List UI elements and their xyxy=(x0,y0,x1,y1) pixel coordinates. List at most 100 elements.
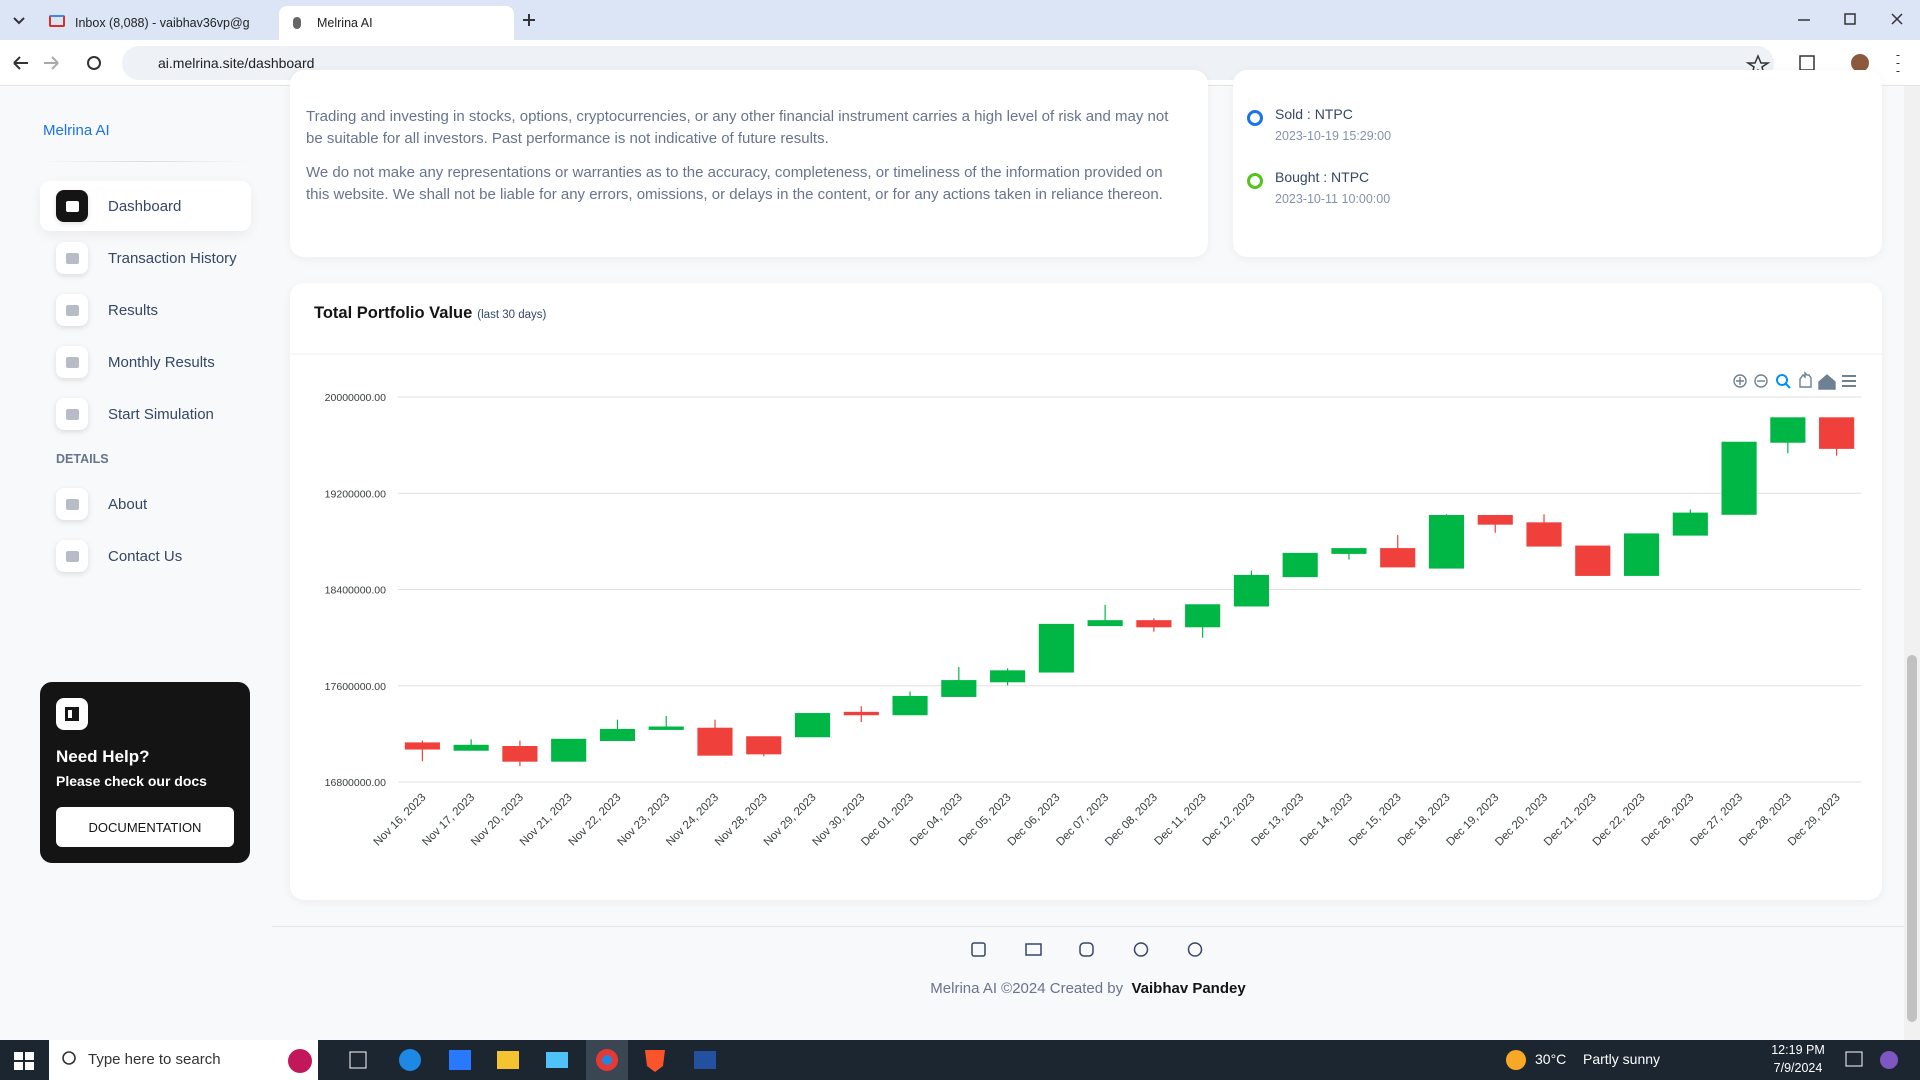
email[interactable] xyxy=(1025,943,1042,956)
reset[interactable] xyxy=(1818,374,1836,390)
skype[interactable] xyxy=(1187,942,1203,957)
zoom-glyph xyxy=(1785,383,1791,389)
footer-credit: Melrina AI ©2024 Created by xyxy=(930,980,1124,997)
mail[interactable] xyxy=(546,1052,568,1068)
powershell[interactable] xyxy=(694,1051,716,1069)
menu[interactable] xyxy=(1842,375,1856,387)
menu-item[interactable]: Monthly Results xyxy=(40,337,251,387)
copilot[interactable] xyxy=(1880,1051,1898,1069)
clock-time: 12:19 PM xyxy=(1771,1043,1825,1057)
menu-label: Monthly Results xyxy=(108,353,215,371)
chart-title-text: Total Portfolio Value xyxy=(314,304,472,322)
zoom-out[interactable] xyxy=(1754,374,1768,388)
menu-label: Results xyxy=(108,301,159,319)
timeline-label: Bought : NTPC xyxy=(1275,169,1370,185)
task-view[interactable] xyxy=(349,1051,367,1069)
help-icon xyxy=(56,698,88,730)
tab-title: Melrina AI xyxy=(317,16,373,30)
y-tick-label: 20000000.00 xyxy=(325,392,386,404)
candle-body xyxy=(1623,533,1660,576)
tab[interactable]: Melrina AI xyxy=(279,6,514,40)
candle-body xyxy=(648,726,684,730)
x-tick-label: Dec 08, 2023 xyxy=(1103,792,1160,849)
documentation-button[interactable]: DOCUMENTATION xyxy=(56,807,234,847)
weather: Partly sunny xyxy=(1583,1051,1661,1067)
candle-body xyxy=(794,713,831,738)
candle-body xyxy=(746,736,782,755)
menu-label: Dashboard xyxy=(108,197,182,215)
disclaimer-text: We do not make any representations or wa… xyxy=(306,164,1163,203)
timeline-time: 2023-10-19 15:29:00 xyxy=(1275,129,1392,143)
search-icon xyxy=(62,1051,76,1065)
y-tick-label: 16800000.00 xyxy=(325,777,386,789)
window-controls[interactable] xyxy=(1798,13,1903,25)
candle-body xyxy=(941,680,977,697)
timeline-dot xyxy=(1247,173,1263,189)
candle-body xyxy=(1233,574,1269,607)
instagram[interactable] xyxy=(1079,942,1094,957)
menu-item[interactable]: Dashboard xyxy=(40,181,251,231)
brand[interactable]: Melrina AI xyxy=(43,122,110,139)
menu-item[interactable]: Results xyxy=(40,285,251,335)
pan[interactable] xyxy=(1799,371,1812,388)
zoom-in[interactable] xyxy=(1733,374,1747,388)
help-title: Need Help? xyxy=(56,747,150,766)
menu-item[interactable]: About xyxy=(40,479,251,529)
brave[interactable] xyxy=(645,1050,665,1072)
y-tick-label: 18400000.00 xyxy=(325,585,386,597)
temperature: 30°C xyxy=(1535,1051,1567,1067)
disclaimer-text: Trading and investing in stocks, options… xyxy=(306,108,1169,147)
candle-body xyxy=(1428,515,1465,569)
store[interactable] xyxy=(449,1050,471,1070)
social-icons xyxy=(971,942,1203,957)
linkedin[interactable] xyxy=(971,942,986,957)
candle-body xyxy=(1087,620,1123,627)
divider xyxy=(40,161,251,162)
candle-body xyxy=(599,728,636,741)
tab-search[interactable] xyxy=(13,17,25,25)
new-tab[interactable] xyxy=(523,14,535,26)
tab[interactable]: Inbox (8,088) - vaibhav36vp@g xyxy=(37,6,272,40)
selection-zoom[interactable] xyxy=(1776,374,1788,386)
candle-body xyxy=(843,711,879,716)
candle-body xyxy=(1477,515,1513,525)
candle-body xyxy=(1819,417,1855,449)
reload[interactable] xyxy=(87,56,101,70)
forward[interactable] xyxy=(44,56,59,70)
back[interactable] xyxy=(13,56,28,70)
x-tick-label: Dec 29, 2023 xyxy=(1786,792,1843,849)
footer-author[interactable]: Vaibhav Pandey xyxy=(1131,980,1246,997)
whatsapp[interactable] xyxy=(1133,942,1149,957)
disclaimer-card: Trading and investing in stocks, options… xyxy=(290,70,1208,257)
url: ai.melrina.site/dashboard xyxy=(158,55,315,71)
search-highlight xyxy=(288,1049,312,1073)
candle-body xyxy=(1136,620,1172,628)
start[interactable] xyxy=(14,1052,34,1070)
explorer[interactable] xyxy=(497,1051,519,1069)
taskbar-icons xyxy=(14,1040,1898,1080)
chart-subtitle: (last 30 days) xyxy=(477,309,546,321)
notifications[interactable] xyxy=(1845,1051,1863,1067)
profile[interactable] xyxy=(1851,54,1869,72)
timeline-label: Sold : NTPC xyxy=(1275,106,1353,122)
edge[interactable] xyxy=(399,1049,421,1071)
timeline-card: Sold : NTPC 2023-10-19 15:29:00 Bought :… xyxy=(1233,70,1882,257)
menu-item[interactable]: Contact Us xyxy=(40,531,251,581)
candle-body xyxy=(1672,512,1708,536)
scrollbar-thumb[interactable] xyxy=(1907,655,1917,1022)
y-tick-label: 19200000.00 xyxy=(325,488,386,500)
candle-body xyxy=(551,738,587,762)
menu-item[interactable]: Transaction History xyxy=(40,233,251,283)
help-card: Need Help? Please check our docs DOCUMEN… xyxy=(40,682,250,863)
search-box[interactable] xyxy=(49,1040,318,1080)
menu-label: Transaction History xyxy=(108,249,237,267)
timeline-dot xyxy=(1247,110,1263,126)
candle-body xyxy=(1038,623,1074,673)
y-tick-label: 17600000.00 xyxy=(325,681,386,693)
search-placeholder: Type here to search xyxy=(88,1051,221,1068)
candle-body xyxy=(404,742,440,750)
extensions[interactable] xyxy=(1799,55,1815,71)
candle-body xyxy=(1526,522,1562,547)
menu-item[interactable]: Start Simulation xyxy=(40,389,251,439)
